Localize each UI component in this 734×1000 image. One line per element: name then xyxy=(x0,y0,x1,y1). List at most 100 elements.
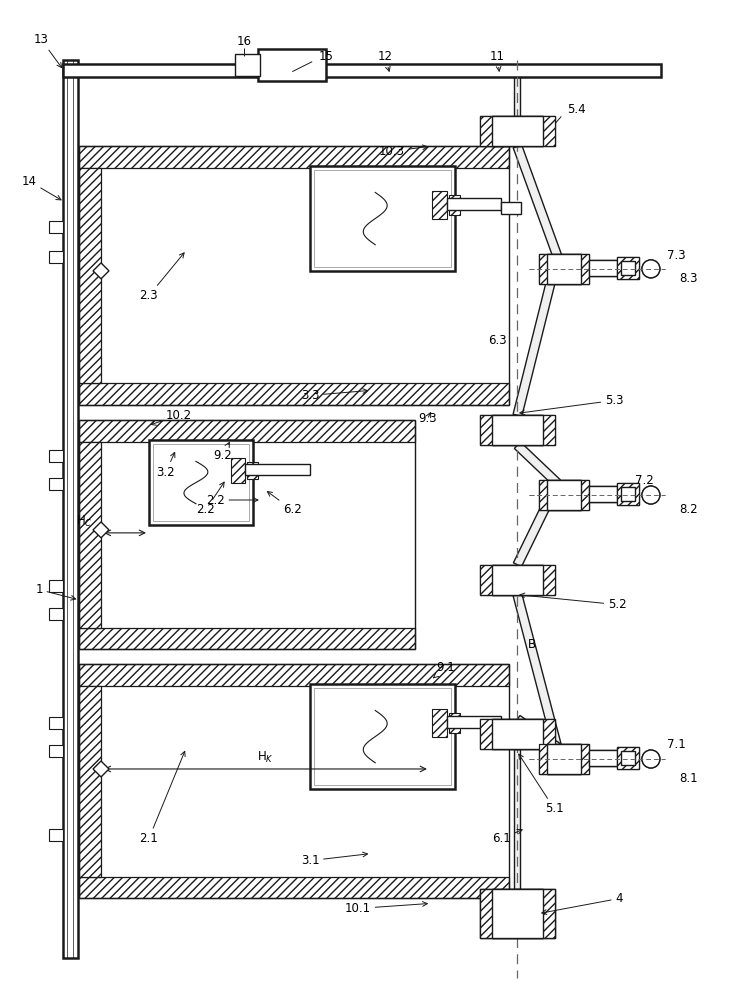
Bar xyxy=(479,719,556,749)
Polygon shape xyxy=(515,749,520,889)
Polygon shape xyxy=(513,481,562,567)
Bar xyxy=(492,415,543,445)
Bar xyxy=(621,487,635,501)
Text: 7.2: 7.2 xyxy=(635,474,654,487)
Bar xyxy=(548,480,581,510)
Circle shape xyxy=(642,750,660,768)
Bar xyxy=(492,719,543,749)
Text: 3.1: 3.1 xyxy=(301,852,368,867)
Text: 6.2: 6.2 xyxy=(267,492,302,516)
Bar xyxy=(621,751,635,765)
Polygon shape xyxy=(515,77,520,146)
Bar xyxy=(234,54,261,76)
Text: 11: 11 xyxy=(490,50,505,71)
Text: 5.4: 5.4 xyxy=(567,103,586,116)
Bar xyxy=(49,450,63,462)
Bar xyxy=(539,744,589,774)
Text: 8.3: 8.3 xyxy=(679,272,697,285)
Bar xyxy=(79,628,415,649)
Polygon shape xyxy=(513,145,562,257)
Text: 4: 4 xyxy=(542,892,622,914)
Circle shape xyxy=(642,260,660,278)
Bar xyxy=(79,442,101,628)
Text: 6.1: 6.1 xyxy=(492,829,522,845)
Bar xyxy=(79,383,509,405)
Text: 7.1: 7.1 xyxy=(667,738,686,751)
Bar xyxy=(539,744,589,774)
Bar xyxy=(245,464,310,475)
Bar xyxy=(448,713,459,733)
Circle shape xyxy=(642,486,660,504)
Bar xyxy=(621,487,635,501)
Bar xyxy=(49,829,63,841)
Bar xyxy=(621,751,635,765)
Bar xyxy=(479,565,556,595)
Bar xyxy=(589,486,617,502)
Text: 12: 12 xyxy=(377,50,393,71)
Text: 3.3: 3.3 xyxy=(301,389,368,402)
Bar xyxy=(432,709,447,737)
Bar xyxy=(589,486,617,502)
Bar xyxy=(617,483,639,505)
Bar xyxy=(621,261,635,275)
Bar xyxy=(230,458,245,483)
Bar xyxy=(548,254,581,284)
Bar xyxy=(617,747,639,769)
Bar xyxy=(49,251,63,263)
Bar xyxy=(149,440,253,525)
Bar xyxy=(49,478,63,490)
Bar xyxy=(492,565,543,595)
Text: 6.3: 6.3 xyxy=(488,334,506,347)
Bar xyxy=(448,195,459,215)
Bar xyxy=(447,198,501,210)
Polygon shape xyxy=(513,594,562,748)
Bar xyxy=(621,261,635,275)
Bar xyxy=(589,750,617,766)
Bar xyxy=(479,116,556,146)
Bar xyxy=(589,260,617,276)
Bar xyxy=(310,166,454,271)
Text: 1: 1 xyxy=(35,583,76,600)
Bar xyxy=(539,480,589,510)
Polygon shape xyxy=(93,761,109,777)
Bar xyxy=(548,480,581,510)
Bar xyxy=(79,664,509,686)
Bar xyxy=(49,745,63,757)
Bar xyxy=(617,257,639,279)
Bar xyxy=(79,877,509,898)
Bar xyxy=(539,480,589,510)
Bar xyxy=(479,415,556,445)
Circle shape xyxy=(642,750,660,768)
Bar xyxy=(617,747,639,769)
Bar xyxy=(79,168,101,383)
Bar xyxy=(492,415,543,445)
Bar xyxy=(314,170,451,267)
Bar xyxy=(432,191,447,219)
Text: H$_K$: H$_K$ xyxy=(257,749,274,765)
Polygon shape xyxy=(515,715,560,751)
Bar xyxy=(492,116,543,146)
Bar xyxy=(492,116,543,146)
Text: 15: 15 xyxy=(319,50,333,63)
Text: 3.2: 3.2 xyxy=(156,452,175,479)
Bar xyxy=(548,744,581,774)
Polygon shape xyxy=(93,263,109,279)
Bar xyxy=(49,221,63,233)
Polygon shape xyxy=(93,522,109,538)
Bar xyxy=(49,608,63,620)
Text: 9.3: 9.3 xyxy=(418,412,437,425)
Bar xyxy=(63,60,78,958)
Bar xyxy=(479,889,556,938)
Bar xyxy=(79,420,415,442)
Bar xyxy=(539,254,589,284)
Bar xyxy=(479,889,556,938)
Bar xyxy=(447,716,501,728)
Bar xyxy=(314,688,451,785)
Bar xyxy=(258,49,326,81)
Bar xyxy=(501,720,521,732)
Text: 2.3: 2.3 xyxy=(139,253,184,302)
Bar xyxy=(548,744,581,774)
Bar xyxy=(49,717,63,729)
Bar xyxy=(492,889,543,938)
Text: 9.1: 9.1 xyxy=(434,661,455,678)
